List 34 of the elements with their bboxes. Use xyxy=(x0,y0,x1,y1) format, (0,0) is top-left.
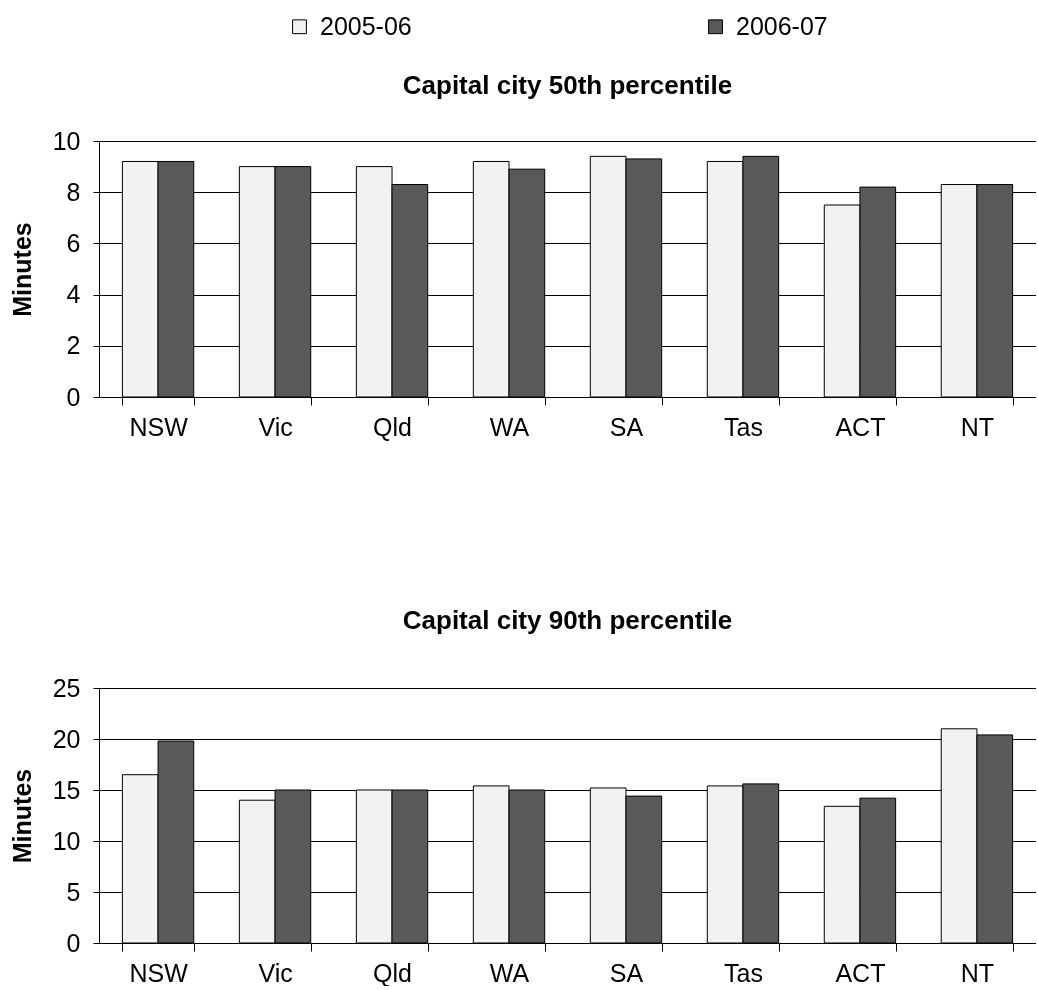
x-tick-label: NSW xyxy=(129,958,189,987)
y-tick-label: 8 xyxy=(66,177,81,206)
y-tick-label: 25 xyxy=(52,673,81,702)
y-tick-label: 10 xyxy=(52,126,81,155)
x-tick-label: ACT xyxy=(835,412,886,441)
y-tick-label: 10 xyxy=(52,826,81,855)
y-tick-label: 15 xyxy=(52,775,81,804)
chart-title: Capital city 90th percentile xyxy=(402,605,733,635)
x-tick-label: NT xyxy=(960,958,995,987)
y-tick-label: 2 xyxy=(66,331,81,360)
y-tick-label: 0 xyxy=(66,928,81,957)
x-tick-label: Vic xyxy=(258,412,293,441)
x-tick-label: ACT xyxy=(835,958,886,987)
y-tick-label: 6 xyxy=(66,228,81,257)
x-tick-label: WA xyxy=(489,412,530,441)
x-tick-label: Tas xyxy=(724,412,763,441)
y-tick-label: 20 xyxy=(52,724,81,753)
legend-label: 2005-06 xyxy=(320,11,412,40)
legend-label: 2006-07 xyxy=(736,11,828,40)
x-tick-label: Tas xyxy=(724,958,763,987)
x-tick-label: SA xyxy=(609,412,644,441)
x-tick-label: NSW xyxy=(129,412,189,441)
x-tick-label: Qld xyxy=(373,412,412,441)
x-tick-label: Qld xyxy=(373,958,412,987)
x-tick-label: NT xyxy=(960,412,995,441)
x-tick-label: WA xyxy=(489,958,530,987)
x-tick-label: SA xyxy=(609,958,644,987)
y-tick-label: 0 xyxy=(66,382,81,411)
y-tick-label: 5 xyxy=(66,877,81,906)
y-axis-title: Minutes xyxy=(7,222,36,317)
x-tick-label: Vic xyxy=(258,958,293,987)
chart-title: Capital city 50th percentile xyxy=(402,70,733,100)
y-axis-title: Minutes xyxy=(7,768,36,864)
y-tick-label: 4 xyxy=(66,280,81,309)
